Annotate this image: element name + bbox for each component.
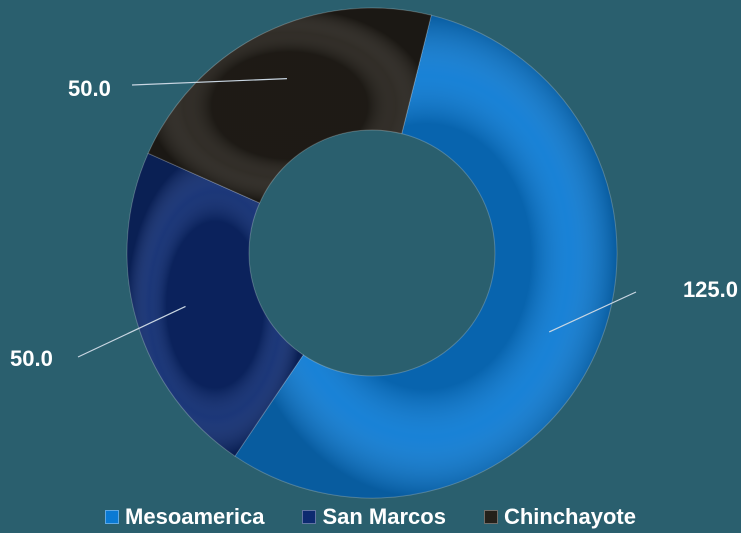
data-label-mesoamerica: 125.0 <box>683 277 738 302</box>
chart-legend: Mesoamerica San Marcos Chinchayote <box>0 504 741 530</box>
legend-item-mesoamerica: Mesoamerica <box>105 504 264 530</box>
legend-swatch-mesoamerica <box>105 510 120 524</box>
legend-label-san-marcos: San Marcos <box>322 504 446 529</box>
legend-label-chinchayote: Chinchayote <box>503 504 636 529</box>
data-label-chinchayote: 50.0 <box>68 76 111 101</box>
legend-item-chinchayote: Chinchayote <box>483 504 636 530</box>
legend-swatch-chinchayote <box>483 510 498 524</box>
leader-line-chinchayote <box>131 78 287 86</box>
donut-plot-area: 125.0 50.0 50.0 <box>10 7 738 499</box>
leader-line-mesoamerica <box>548 291 637 333</box>
legend-swatch-san-marcos <box>302 510 317 524</box>
leader-line-san-marcos <box>77 305 186 358</box>
legend-item-san-marcos: San Marcos <box>302 504 446 530</box>
legend-label-mesoamerica: Mesoamerica <box>125 504 265 529</box>
data-label-san-marcos: 50.0 <box>10 346 53 371</box>
